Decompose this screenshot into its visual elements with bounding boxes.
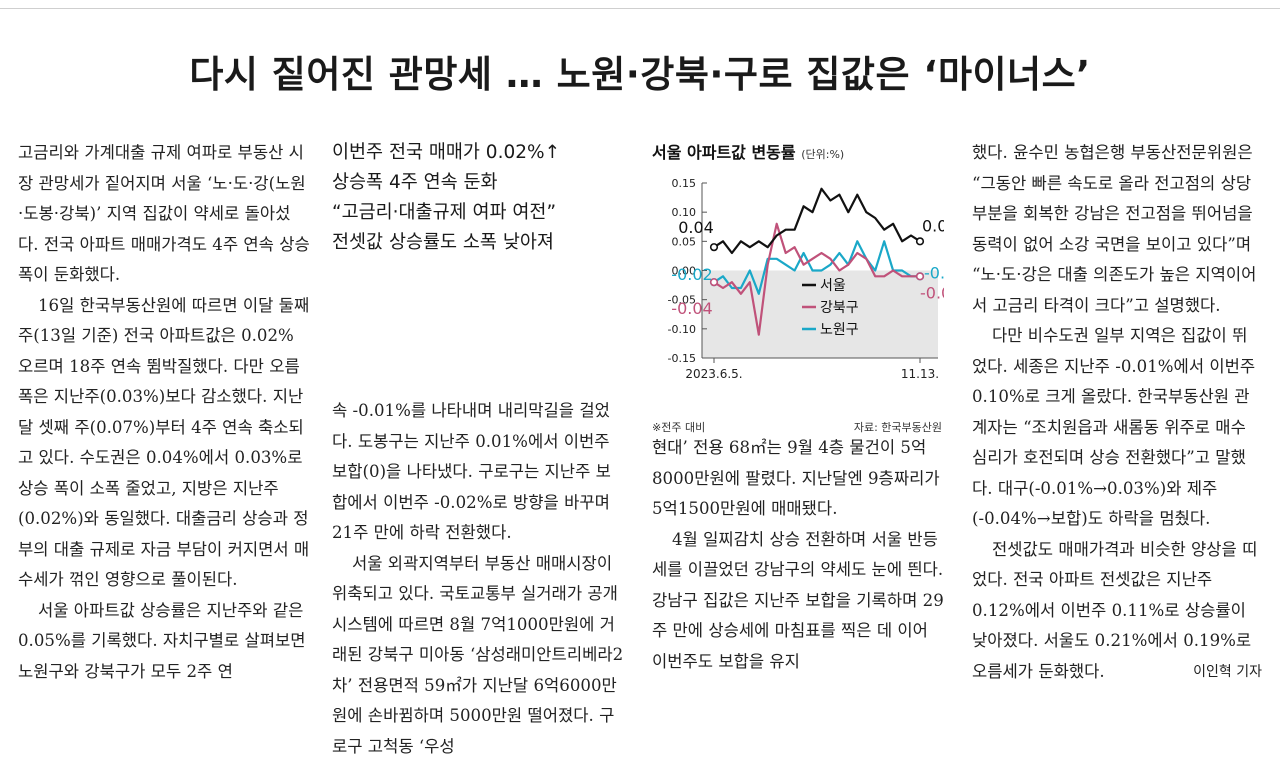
subhead: 이번주 전국 매매가 0.02%↑: [332, 138, 624, 168]
column-1: 고금리와 가계대출 규제 여파로 부동산 시장 관망세가 짙어지며 서울 ‘노·…: [18, 138, 310, 687]
paragraph: 현대’ 전용 68㎡는 9월 4층 물건이 5억8000만원에 팔렸다. 지난달…: [652, 433, 944, 525]
series-line-서울: [714, 188, 920, 252]
series-point-marker: [917, 273, 924, 280]
top-rule: [0, 0, 1280, 9]
subhead: “고금리·대출규제 여파 여전”: [332, 198, 624, 228]
data-label: 0.05: [922, 216, 944, 235]
paragraph: 서울 외곽지역부터 부동산 매매시장이 위축되고 있다. 국토교통부 실거래가 …: [332, 549, 624, 762]
paragraph: 속 -0.01%를 나타내며 내리막길을 걸었다. 도봉구는 지난주 0.01%…: [332, 396, 624, 549]
column-4: 했다. 윤수민 농협은행 부동산전문위원은 “그동안 빠른 속도로 올라 전고점…: [972, 138, 1262, 687]
subhead: 상승폭 4주 연속 둔화: [332, 168, 624, 198]
x-tick-label: 2023.6.5.: [685, 367, 742, 381]
newspaper-page: 다시 짙어진 관망세 … 노원·강북·구로 집값은 ‘마이너스’ 고금리와 가계…: [0, 0, 1280, 712]
chart-title: 서울 아파트값 변동률 (단위:%): [652, 138, 944, 171]
y-tick-label: -0.10: [668, 322, 696, 335]
subhead: 전셋값 상승률도 소폭 낮아져: [332, 228, 624, 258]
subheads: 이번주 전국 매매가 0.02%↑ 상승폭 4주 연속 둔화 “고금리·대출규제…: [332, 138, 624, 258]
column-2: 이번주 전국 매매가 0.02%↑ 상승폭 4주 연속 둔화 “고금리·대출규제…: [332, 138, 624, 762]
y-tick-label: 0.15: [672, 177, 697, 190]
paragraph: 했다. 윤수민 농협은행 부동산전문위원은 “그동안 빠른 속도로 올라 전고점…: [972, 138, 1262, 321]
paragraph: 4월 일찌감치 상승 전환하며 서울 반등세를 이끌었던 강남구의 약세도 눈에…: [652, 525, 944, 678]
legend-label: 노원구: [820, 322, 859, 338]
paragraph: 16일 한국부동산원에 따르면 이달 둘째 주(13일 기준) 전국 아파트값은…: [18, 291, 310, 596]
series-point-marker: [917, 238, 924, 245]
byline: 이인혁 기자: [1173, 657, 1262, 688]
data-label: -0.02: [671, 265, 712, 284]
chart-unit: (단위:%): [801, 148, 844, 161]
legend-label: 서울: [820, 278, 846, 294]
line-chart: 0.150.100.050.00-0.05-0.10-0.152023.6.5.…: [652, 173, 944, 403]
y-tick-label: -0.15: [668, 352, 696, 365]
headline: 다시 짙어진 관망세 … 노원·강북·구로 집값은 ‘마이너스’: [0, 44, 1280, 98]
data-label: -0.01: [920, 283, 944, 302]
chart-title-text: 서울 아파트값 변동률: [652, 143, 796, 162]
paragraph: 고금리와 가계대출 규제 여파로 부동산 시장 관망세가 짙어지며 서울 ‘노·…: [18, 138, 310, 291]
paragraph: 다만 비수도권 일부 지역은 집값이 뛰었다. 세종은 지난주 -0.01%에서…: [972, 321, 1262, 535]
y-tick-label: 0.05: [672, 235, 697, 248]
data-label: -0.04: [671, 299, 712, 318]
legend-label: 강북구: [820, 300, 859, 316]
data-label: 0.04: [678, 218, 714, 237]
series-point-marker: [711, 243, 718, 250]
data-label: -0.01: [924, 263, 944, 282]
paragraph: 서울 아파트값 상승률은 지난주와 같은 0.05%를 기록했다. 자치구별로 …: [18, 596, 310, 688]
x-tick-label: 11.13.: [901, 367, 939, 381]
paragraph: 전셋값도 매매가격과 비슷한 양상을 띠었다. 전국 아파트 전셋값은 지난주 …: [972, 535, 1262, 688]
